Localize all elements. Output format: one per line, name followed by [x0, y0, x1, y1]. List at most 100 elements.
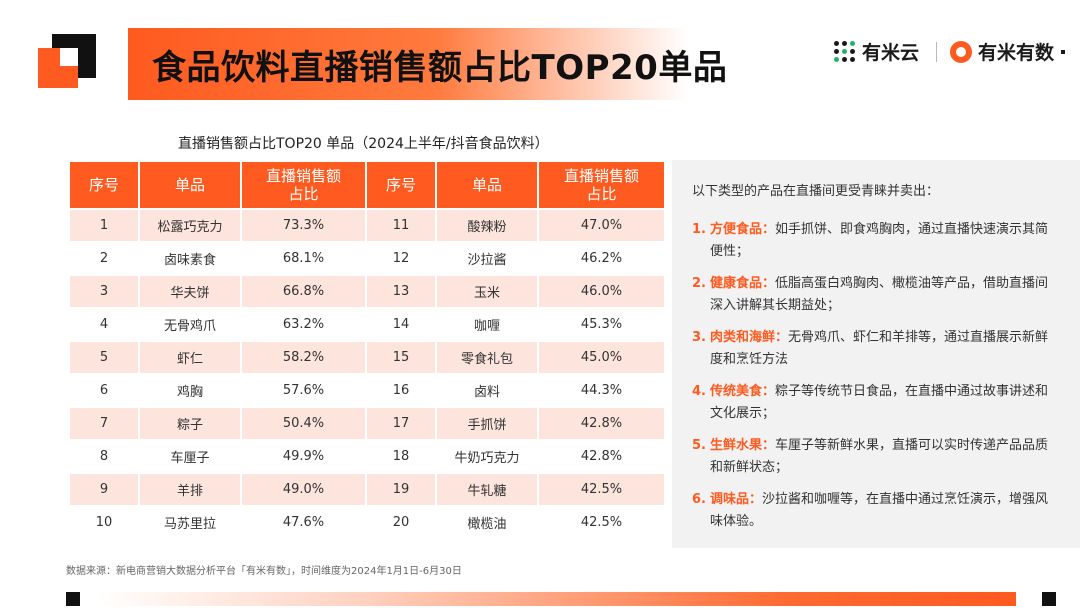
cell-share: 45.0%	[539, 342, 664, 373]
cell-index: 16	[367, 375, 437, 406]
cell-share: 68.1%	[242, 243, 367, 274]
cell-index: 7	[70, 408, 140, 439]
cell-share: 42.5%	[539, 474, 664, 505]
panel-item-term: 调味品：	[710, 492, 763, 507]
cell-item: 酸辣粉	[437, 210, 539, 241]
cell-index: 10	[70, 507, 140, 538]
header-share-right: 直播销售额占比	[539, 162, 664, 208]
panel-list-item: 4. 传统美食：粽子等传统节日食品，在直播中通过故事讲述和文化展示；	[692, 381, 1058, 425]
brand-youmiyoushu: 有米有数	[950, 38, 1066, 65]
cell-share: 49.9%	[242, 441, 367, 472]
cell-index: 11	[367, 210, 437, 241]
cell-index: 13	[367, 276, 437, 307]
cell-share: 46.0%	[539, 276, 664, 307]
panel-list-item: 1. 方便食品：如手抓饼、即食鸡胸肉，通过直播快速演示其简便性；	[692, 219, 1058, 263]
footer-square-left	[66, 592, 80, 606]
cell-share: 44.3%	[539, 375, 664, 406]
cell-share: 42.8%	[539, 408, 664, 439]
footer-gradient-bar	[96, 592, 1016, 606]
cell-share: 42.8%	[539, 441, 664, 472]
panel-item-number: 3.	[692, 330, 706, 345]
table-row: 1 松露巧克力 73.3% 11 酸辣粉 47.0%	[70, 210, 664, 241]
cell-share: 47.6%	[242, 507, 367, 538]
cell-item: 马苏里拉	[140, 507, 242, 538]
panel-list-item: 3. 肉类和海鲜：无骨鸡爪、虾仁和羊排等，通过直播展示新鲜度和烹饪方法	[692, 327, 1058, 371]
header-item-left: 单品	[140, 162, 242, 208]
brand-primary-label: 有米云	[862, 42, 920, 64]
cell-share: 49.0%	[242, 474, 367, 505]
table-row: 8 车厘子 49.9% 18 牛奶巧克力 42.8%	[70, 441, 664, 472]
cell-share: 63.2%	[242, 309, 367, 340]
table-row: 7 粽子 50.4% 17 手抓饼 42.8%	[70, 408, 664, 439]
cell-index: 5	[70, 342, 140, 373]
cell-item: 卤味素食	[140, 243, 242, 274]
panel-item-text: 如手抓饼、即食鸡胸肉，通过直播快速演示其简便性；	[710, 222, 1049, 259]
panel-item-number: 4.	[692, 384, 706, 399]
panel-intro: 以下类型的产品在直播间更受青睐并卖出：	[692, 184, 940, 199]
header-share-left: 直播销售额占比	[242, 162, 367, 208]
cell-item: 零食礼包	[437, 342, 539, 373]
panel-item-text: 无骨鸡爪、虾仁和羊排等，通过直播展示新鲜度和烹饪方法	[710, 330, 1049, 367]
page-title: 食品饮料直播销售额占比TOP20单品	[152, 48, 728, 88]
table-row: 4 无骨鸡爪 63.2% 14 咖喱 45.3%	[70, 309, 664, 340]
panel-item-number: 6.	[692, 492, 706, 507]
panel-item-text: 低脂高蛋白鸡胸肉、橄榄油等产品，借助直播间深入讲解其长期益处；	[710, 276, 1049, 313]
brand-secondary-label: 有米有数	[978, 42, 1055, 64]
cell-index: 6	[70, 375, 140, 406]
cell-item: 玉米	[437, 276, 539, 307]
cell-index: 18	[367, 441, 437, 472]
logo-square-notch	[60, 48, 78, 66]
panel-item-body: 健康食品：低脂高蛋白鸡胸肉、橄榄油等产品，借助直播间深入讲解其长期益处；	[710, 273, 1058, 317]
panel-item-text: 沙拉酱和咖喱等，在直播中通过烹饪演示，增强风味体验。	[710, 492, 1049, 529]
cell-share: 47.0%	[539, 210, 664, 241]
cell-item: 手抓饼	[437, 408, 539, 439]
cell-item: 虾仁	[140, 342, 242, 373]
header-item-right: 单品	[437, 162, 539, 208]
cell-item: 牛轧糖	[437, 474, 539, 505]
insight-panel: 以下类型的产品在直播间更受青睐并卖出： 1. 方便食品：如手抓饼、即食鸡胸肉，通过…	[672, 160, 1080, 548]
cell-item: 车厘子	[140, 441, 242, 472]
cell-item: 华夫饼	[140, 276, 242, 307]
cell-share: 45.3%	[539, 309, 664, 340]
youmiyoushu-logo-icon	[950, 40, 972, 63]
cell-index: 17	[367, 408, 437, 439]
panel-item-text: 粽子等传统节日食品，在直播中通过故事讲述和文化展示；	[710, 384, 1049, 421]
panel-item-term: 肉类和海鲜：	[710, 330, 789, 345]
panel-item-number: 1.	[692, 222, 706, 237]
cell-index: 15	[367, 342, 437, 373]
table-header-row: 序号 单品 直播销售额占比 序号 单品 直播销售额占比	[70, 162, 664, 208]
cell-index: 4	[70, 309, 140, 340]
header-index-right: 序号	[367, 162, 437, 208]
title-banner	[128, 28, 688, 100]
cell-share: 66.8%	[242, 276, 367, 307]
header-index-left: 序号	[70, 162, 140, 208]
cell-index: 9	[70, 474, 140, 505]
brand-youmiyun: 有米云	[834, 38, 919, 65]
panel-item-number: 5.	[692, 438, 706, 453]
panel-item-body: 传统美食：粽子等传统节日食品，在直播中通过故事讲述和文化展示；	[710, 381, 1058, 425]
table-row: 6 鸡胸 57.6% 16 卤料 44.3%	[70, 375, 664, 406]
cell-item: 羊排	[140, 474, 242, 505]
panel-item-text: 车厘子等新鲜水果，直播可以实时传递产品品质和新鲜状态；	[710, 438, 1049, 475]
cell-item: 牛奶巧克力	[437, 441, 539, 472]
cell-item: 粽子	[140, 408, 242, 439]
panel-item-term: 传统美食：	[710, 384, 776, 399]
cell-item: 鸡胸	[140, 375, 242, 406]
data-source-note: 数据来源：新电商营销大数据分析平台「有米有数」，时间维度为2024年1月1日-6…	[66, 566, 462, 577]
table-row: 5 虾仁 58.2% 15 零食礼包 45.0%	[70, 342, 664, 373]
cell-index: 14	[367, 309, 437, 340]
panel-list-item: 6. 调味品：沙拉酱和咖喱等，在直播中通过烹饪演示，增强风味体验。	[692, 489, 1058, 533]
panel-item-body: 肉类和海鲜：无骨鸡爪、虾仁和羊排等，通过直播展示新鲜度和烹饪方法	[710, 327, 1058, 371]
panel-item-term: 生鲜水果：	[710, 438, 776, 453]
table-caption: 直播销售额占比TOP20 单品（2024上半年/抖音食品饮料）	[178, 136, 549, 152]
panel-item-term: 健康食品：	[710, 276, 776, 291]
cell-share: 42.5%	[539, 507, 664, 538]
cell-index: 12	[367, 243, 437, 274]
table-row: 2 卤味素食 68.1% 12 沙拉酱 46.2%	[70, 243, 664, 274]
panel-list-item: 2. 健康食品：低脂高蛋白鸡胸肉、橄榄油等产品，借助直播间深入讲解其长期益处；	[692, 273, 1058, 317]
cell-index: 8	[70, 441, 140, 472]
cell-share: 57.6%	[242, 375, 367, 406]
brand-divider	[936, 42, 937, 62]
youmiyun-logo-icon	[834, 40, 856, 63]
panel-item-term: 方便食品：	[710, 222, 776, 237]
